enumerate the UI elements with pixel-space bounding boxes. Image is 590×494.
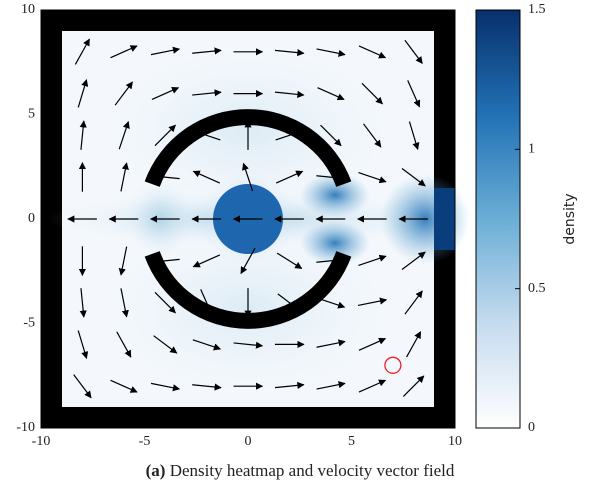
velocity-arrow xyxy=(150,172,180,180)
velocity-arrow xyxy=(110,379,138,393)
colorbar-tick-label: 1 xyxy=(528,142,535,157)
x-tick-label: 10 xyxy=(448,434,462,449)
x-tick-label: 5 xyxy=(348,434,355,449)
velocity-arrow xyxy=(358,45,387,59)
velocity-arrow xyxy=(358,379,387,393)
y-tick-label: 0 xyxy=(28,211,35,226)
y-tick-label: 5 xyxy=(28,107,35,122)
velocity-arrow xyxy=(77,330,89,359)
velocity-arrow xyxy=(192,254,221,268)
velocity-arrow xyxy=(276,252,303,269)
probe-marker xyxy=(384,356,402,374)
velocity-arrow xyxy=(77,79,89,108)
velocity-arrow xyxy=(316,297,346,309)
velocity-arrow xyxy=(120,162,129,192)
velocity-arrow xyxy=(192,47,222,55)
velocity-arrow xyxy=(79,288,87,318)
colorbar-tick-label: 1.5 xyxy=(528,2,546,17)
velocity-arrow xyxy=(120,288,129,318)
velocity-arrow xyxy=(79,120,87,150)
velocity-arrow xyxy=(404,39,423,64)
velocity-arrow xyxy=(408,121,420,150)
velocity-arrow xyxy=(240,247,256,275)
velocity-arrow xyxy=(192,383,222,391)
velocity-arrow xyxy=(233,341,264,349)
colorbar-tick-label: 0 xyxy=(528,420,535,435)
velocity-arrow xyxy=(154,291,176,314)
density-blob xyxy=(300,221,370,265)
velocity-arrow xyxy=(316,256,346,264)
velocity-arrow xyxy=(401,251,426,270)
caption-text: Density heatmap and velocity vector fiel… xyxy=(170,461,455,480)
velocity-arrow xyxy=(317,87,345,101)
velocity-arrow xyxy=(200,289,214,317)
velocity-arrow xyxy=(358,254,387,266)
density-blob xyxy=(300,173,370,217)
velocity-arrow xyxy=(361,82,383,105)
caption: (a) Density heatmap and velocity vector … xyxy=(146,461,455,480)
ring-lower xyxy=(144,251,352,329)
velocity-arrow xyxy=(150,46,181,56)
velocity-arrow xyxy=(116,331,132,358)
velocity-arrow xyxy=(316,381,346,390)
y-tick-label: 10 xyxy=(21,2,35,17)
velocity-arrow xyxy=(358,172,387,184)
y-tick-label: -10 xyxy=(16,420,35,435)
velocity-arrow xyxy=(73,374,92,399)
velocity-arrow xyxy=(74,38,90,65)
velocity-arrow xyxy=(357,297,388,307)
velocity-arrow xyxy=(363,123,382,148)
velocity-arrow xyxy=(110,45,138,59)
colorbar xyxy=(475,9,521,429)
velocity-arrow xyxy=(192,129,221,141)
velocity-arrow xyxy=(274,49,305,57)
velocity-arrow xyxy=(114,81,133,106)
velocity-arrow xyxy=(277,293,302,312)
exit xyxy=(434,188,455,250)
velocity-arrow xyxy=(275,129,304,141)
velocity-arrow xyxy=(274,90,305,98)
velocity-arrow xyxy=(192,170,221,184)
velocity-arrow xyxy=(118,120,130,150)
velocity-arrow xyxy=(358,337,387,351)
ring-upper xyxy=(144,109,352,187)
velocity-arrow xyxy=(150,382,181,392)
colorbar-label: density xyxy=(562,193,578,244)
velocity-arrow xyxy=(406,331,422,358)
velocity-arrow xyxy=(402,375,425,397)
velocity-arrow xyxy=(274,381,305,389)
x-tick-label: -10 xyxy=(32,434,51,449)
velocity-arrow xyxy=(316,339,346,348)
velocity-arrow xyxy=(151,87,180,101)
x-tick-label: 0 xyxy=(245,434,252,449)
colorbar-tick-label: 0.5 xyxy=(528,281,546,296)
velocity-arrow xyxy=(401,168,426,187)
velocity-arrow xyxy=(316,174,346,182)
velocity-arrow xyxy=(404,290,423,315)
velocity-arrow xyxy=(118,246,128,276)
velocity-arrow xyxy=(192,89,222,97)
velocity-arrow xyxy=(154,124,176,147)
velocity-arrow xyxy=(242,162,254,192)
velocity-arrow xyxy=(150,258,180,266)
y-tick-label: -5 xyxy=(23,316,35,331)
velocity-arrow xyxy=(407,80,421,108)
velocity-arrow xyxy=(192,339,222,351)
velocity-arrow xyxy=(320,124,342,147)
velocity-arrow xyxy=(275,170,304,184)
x-tick-label: -5 xyxy=(139,434,151,449)
caption-label: (a) xyxy=(146,461,166,480)
velocity-arrow xyxy=(316,48,346,57)
velocity-arrow xyxy=(153,335,178,354)
